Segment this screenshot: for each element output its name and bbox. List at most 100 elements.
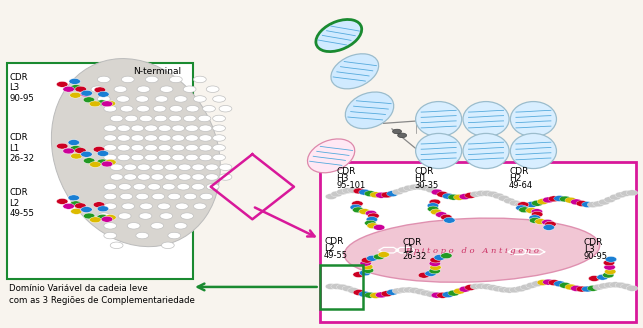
Circle shape [181,213,194,219]
Circle shape [118,145,131,151]
Circle shape [150,222,163,229]
Circle shape [172,125,185,132]
Circle shape [219,164,232,171]
Circle shape [70,146,82,152]
Circle shape [148,183,161,190]
Circle shape [118,125,131,132]
Circle shape [198,115,211,122]
Circle shape [160,86,173,92]
Circle shape [170,76,182,83]
Circle shape [437,292,448,298]
Circle shape [158,154,171,161]
Circle shape [420,290,431,296]
Circle shape [429,268,440,274]
Circle shape [610,194,621,200]
Text: 49-64: 49-64 [509,181,533,190]
Text: L1: L1 [403,245,413,254]
Circle shape [83,97,95,103]
Text: CDR: CDR [584,238,603,247]
Circle shape [476,191,487,196]
Circle shape [427,203,439,209]
Circle shape [431,189,443,195]
Text: CDR: CDR [403,238,422,247]
Circle shape [192,183,204,190]
Circle shape [531,209,543,215]
Circle shape [565,284,577,290]
Circle shape [104,183,116,190]
Circle shape [576,286,588,292]
Circle shape [359,209,370,215]
Circle shape [174,96,187,102]
Circle shape [626,190,638,196]
Circle shape [178,164,191,171]
Circle shape [352,207,364,213]
Circle shape [518,202,529,208]
Circle shape [336,189,348,195]
Circle shape [131,135,144,141]
Circle shape [376,192,387,198]
Circle shape [331,283,343,289]
Circle shape [392,288,404,294]
Circle shape [206,164,218,171]
Circle shape [110,174,123,180]
Circle shape [430,264,441,270]
Circle shape [206,183,219,190]
Circle shape [213,145,226,151]
Circle shape [213,125,226,132]
Circle shape [213,96,226,102]
Circle shape [68,140,80,145]
Text: H3: H3 [336,174,349,183]
Circle shape [537,199,548,204]
Circle shape [493,286,504,292]
Circle shape [206,174,218,180]
Circle shape [104,232,116,239]
Circle shape [98,213,110,219]
Circle shape [604,197,615,203]
Circle shape [75,203,86,209]
Circle shape [63,203,75,209]
Circle shape [576,200,588,206]
Ellipse shape [463,133,509,169]
Circle shape [359,270,371,276]
Circle shape [104,154,116,161]
Circle shape [69,92,81,98]
Circle shape [336,284,348,290]
Circle shape [374,224,385,230]
Text: N-terminal: N-terminal [132,67,181,76]
Circle shape [200,193,213,200]
Circle shape [429,199,440,205]
Circle shape [98,96,110,102]
Circle shape [138,174,150,180]
Circle shape [131,145,144,151]
Circle shape [97,206,109,212]
Circle shape [98,91,109,97]
Circle shape [131,125,144,132]
Circle shape [559,282,571,288]
Circle shape [155,96,168,102]
Circle shape [63,148,75,154]
Circle shape [444,217,455,223]
Circle shape [57,81,68,87]
Text: CDR
L3
90-95: CDR L3 90-95 [9,73,34,103]
Circle shape [453,195,465,200]
Circle shape [370,192,381,198]
Bar [320,162,637,322]
Text: E p i t o p o   d o   A n t i g e n o: E p i t o p o d o A n t i g e n o [405,247,539,255]
Circle shape [593,201,604,207]
Circle shape [199,145,212,151]
Circle shape [426,292,437,297]
Circle shape [366,216,377,222]
Ellipse shape [511,102,556,137]
Circle shape [440,253,452,259]
Circle shape [599,199,610,205]
Circle shape [361,257,373,263]
Circle shape [398,287,410,293]
Circle shape [101,161,113,167]
Circle shape [503,287,515,293]
Circle shape [118,213,131,219]
Circle shape [503,198,515,204]
Circle shape [97,151,109,156]
Circle shape [185,145,198,151]
Circle shape [359,291,370,297]
Circle shape [541,219,553,225]
